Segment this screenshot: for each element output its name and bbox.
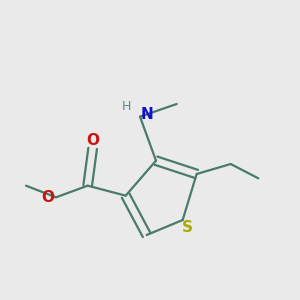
Text: O: O xyxy=(86,134,99,148)
Text: H: H xyxy=(122,100,131,113)
Text: S: S xyxy=(182,220,193,235)
Text: N: N xyxy=(140,107,153,122)
Text: O: O xyxy=(41,190,55,205)
